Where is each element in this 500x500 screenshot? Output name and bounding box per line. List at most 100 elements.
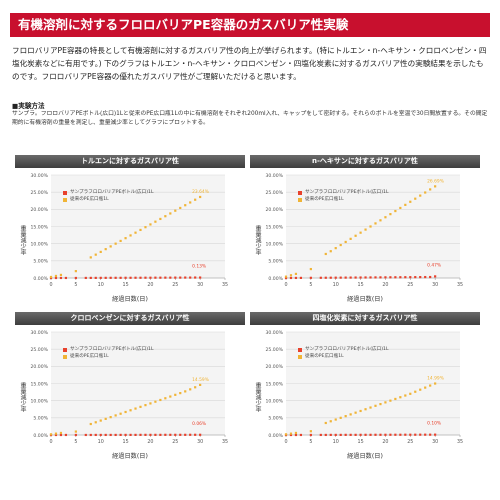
data-point: [74, 433, 77, 437]
chart-title: トルエンに対するガスバリア性: [15, 155, 245, 168]
x-tick-label: 35: [222, 282, 228, 288]
legend: サンプラフロロバリアPEボトル(広口)1L 従来のPE広口瓶1L: [298, 346, 389, 360]
x-axis-title: 経過日数(日): [347, 296, 383, 303]
data-point: [374, 404, 377, 407]
data-point: [364, 228, 367, 231]
chart-title: 四塩化炭素に対するガスバリア性: [250, 312, 480, 325]
data-point: [154, 433, 157, 436]
data-point: [429, 433, 432, 436]
legend-swatch: [63, 190, 67, 195]
data-point: [329, 420, 332, 423]
data-point: [319, 276, 322, 279]
y-axis-title: 重量減少率: [19, 382, 26, 412]
data-point: [424, 386, 427, 389]
data-point: [339, 243, 342, 247]
data-point: [64, 276, 68, 280]
y-tick-label: 5.00%: [268, 259, 283, 265]
data-label: 14.59%: [192, 377, 209, 383]
data-point: [154, 276, 157, 279]
y-tick-label: 30.00%: [265, 173, 283, 179]
data-point: [409, 200, 412, 203]
data-point: [344, 276, 347, 279]
data-point: [389, 213, 392, 216]
data-point: [289, 274, 293, 277]
chart-plot: 0.00% 5.00% 10.00% 15.00% 20.00% 25.00% 30.00%…: [265, 173, 463, 288]
legend-label: 従来のPE広口瓶1L: [70, 197, 109, 202]
data-point: [49, 433, 53, 436]
data-point: [284, 275, 288, 278]
x-axis-title: 経過日数(日): [112, 296, 148, 303]
data-point: [349, 413, 352, 416]
y-tick-label: 30.00%: [30, 330, 48, 336]
data-point: [134, 433, 137, 436]
x-tick-label: 35: [222, 439, 228, 445]
data-point: [364, 408, 367, 411]
data-point: [414, 433, 417, 436]
data-point: [344, 433, 347, 436]
data-point: [124, 237, 127, 240]
data-point: [199, 276, 202, 279]
data-point: [149, 223, 152, 226]
data-point: [344, 240, 347, 244]
data-point: [334, 418, 337, 421]
data-point: [139, 433, 142, 436]
y-tick-label: 25.00%: [30, 347, 48, 353]
data-point: [359, 231, 362, 234]
data-point: [284, 276, 288, 280]
data-point: [139, 228, 142, 232]
data-point: [334, 276, 337, 279]
data-point: [169, 395, 172, 398]
x-tick-label: 5: [74, 439, 77, 445]
data-point: [359, 409, 362, 413]
data-label: 0.13%: [192, 264, 206, 270]
x-tick-label: 30: [197, 282, 203, 288]
x-tick-label: 25: [407, 282, 413, 288]
data-point: [339, 416, 342, 419]
data-point: [394, 276, 397, 279]
data-point: [84, 276, 87, 280]
data-point: [319, 433, 322, 437]
data-point: [404, 433, 407, 436]
data-point: [159, 217, 162, 221]
data-point: [194, 386, 197, 389]
data-point: [194, 433, 197, 436]
data-point: [109, 416, 112, 419]
data-point: [99, 433, 102, 437]
legend-swatch: [63, 354, 67, 359]
data-point: [334, 247, 337, 250]
data-point: [434, 185, 437, 188]
data-point: [104, 276, 107, 279]
data-point: [124, 410, 127, 414]
y-tick-label: 25.00%: [265, 347, 283, 353]
legend-label: 従来のPE広口瓶1L: [305, 197, 344, 202]
data-point: [399, 433, 402, 436]
data-point: [369, 406, 372, 409]
chart-panel-toluene: トルエンに対するガスバリア性 重量減少率 経過日数(日) 0.00% 5.00% 1…: [15, 155, 245, 310]
data-point: [144, 404, 147, 407]
y-tick-label: 5.00%: [33, 416, 48, 422]
data-point: [414, 390, 417, 393]
data-point: [159, 276, 162, 279]
x-axis-title: 経過日数(日): [347, 453, 383, 460]
legend-swatch: [298, 354, 302, 359]
y-axis-title: 重量減少率: [254, 382, 261, 412]
data-point: [174, 433, 177, 436]
data-point: [389, 433, 392, 436]
legend-item: 従来のPE広口瓶1L: [63, 353, 154, 360]
x-tick-label: 10: [98, 439, 104, 445]
data-point: [324, 276, 327, 279]
data-point: [309, 267, 312, 271]
x-tick-label: 35: [457, 282, 463, 288]
legend-item: サンプラフロロバリアPEボトル(広口)1L: [298, 189, 389, 196]
data-point: [374, 276, 377, 279]
data-point: [119, 433, 122, 436]
x-tick-label: 35: [457, 439, 463, 445]
data-point: [329, 433, 332, 436]
data-point: [139, 405, 142, 408]
data-point: [184, 276, 187, 279]
y-tick-label: 10.00%: [265, 241, 283, 247]
data-point: [194, 276, 197, 279]
x-tick-label: 5: [309, 439, 312, 445]
data-point: [164, 276, 167, 279]
legend-item: 従来のPE広口瓶1L: [63, 196, 154, 203]
